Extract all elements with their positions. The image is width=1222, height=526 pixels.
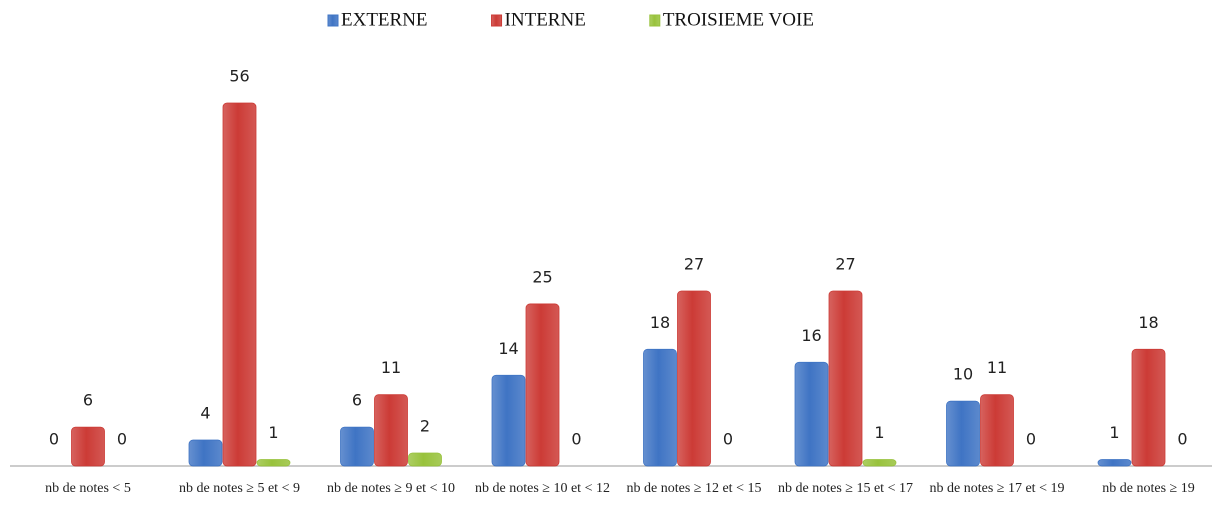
bar [222, 102, 257, 467]
data-label: 1 [268, 423, 278, 442]
x-tick-label: nb de notes ≥ 12 et < 15 [626, 481, 762, 496]
data-label: 25 [532, 267, 552, 286]
data-label: 4 [200, 404, 210, 423]
x-tick-label: nb de notes ≥ 17 et < 19 [929, 481, 1065, 496]
bar [374, 394, 408, 467]
bar [643, 348, 677, 467]
data-label: 11 [381, 358, 401, 377]
bar [1131, 348, 1166, 467]
data-label: 6 [352, 391, 362, 410]
bar [980, 394, 1014, 467]
bar [408, 452, 442, 467]
x-tick-label: nb de notes ≥ 5 et < 9 [179, 481, 300, 496]
x-tick-label: nb de notes ≥ 10 et < 12 [475, 481, 610, 496]
legend-swatch [649, 14, 661, 27]
data-label: 0 [1026, 430, 1036, 449]
bar [491, 374, 526, 467]
legend-swatch [491, 14, 503, 27]
x-tick-label: nb de notes ≥ 15 et < 17 [778, 481, 913, 496]
bar [794, 361, 829, 467]
data-label: 14 [498, 339, 518, 358]
bar [946, 400, 980, 467]
data-label: 0 [1177, 430, 1187, 449]
bar [340, 426, 374, 467]
legend-label: TROISIEME VOIE [663, 9, 814, 30]
legend-label: INTERNE [505, 9, 586, 30]
data-label: 18 [1138, 313, 1158, 332]
bar [862, 459, 897, 467]
legend-swatch [327, 14, 339, 27]
data-label: 0 [49, 430, 59, 449]
data-label: 18 [650, 313, 670, 332]
data-label: 0 [571, 430, 581, 449]
data-label: 10 [953, 365, 973, 384]
data-label: 0 [117, 430, 127, 449]
data-label: 27 [835, 254, 855, 273]
data-label: 16 [801, 326, 821, 345]
data-label: 0 [723, 430, 733, 449]
bar [828, 290, 863, 467]
legend-label: EXTERNE [341, 9, 428, 30]
x-tick-label: nb de notes ≥ 19 [1102, 481, 1195, 496]
bar [71, 426, 105, 467]
data-label: 1 [874, 423, 884, 442]
data-label: 27 [684, 254, 704, 273]
bar [256, 459, 291, 467]
bar [677, 290, 711, 467]
data-label: 2 [420, 417, 430, 436]
bar [188, 439, 223, 467]
data-label: 1 [1109, 423, 1119, 442]
data-label: 56 [229, 67, 249, 86]
data-label: 6 [83, 391, 93, 410]
bar [525, 303, 560, 467]
x-tick-label: nb de notes ≥ 9 et < 10 [327, 481, 455, 496]
bar [1097, 459, 1132, 467]
data-label: 11 [987, 358, 1007, 377]
x-tick-label: nb de notes < 5 [45, 481, 131, 496]
